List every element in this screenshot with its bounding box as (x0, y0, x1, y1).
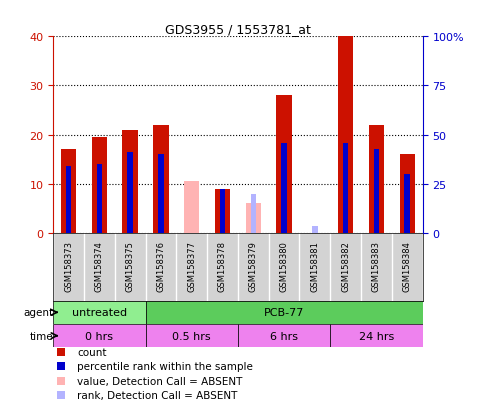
Bar (404, 175, 410, 233)
Text: GSM158376: GSM158376 (156, 240, 165, 291)
Bar (238, 325, 330, 347)
Text: 24 hrs: 24 hrs (359, 331, 394, 341)
Text: value, Detection Call = ABSENT: value, Detection Call = ABSENT (77, 376, 242, 386)
Bar (122, 131, 138, 233)
Bar (66, 167, 71, 233)
Text: 6 hrs: 6 hrs (270, 331, 298, 341)
Text: agent: agent (24, 308, 54, 318)
Text: GSM158380: GSM158380 (280, 240, 288, 291)
Bar (97, 165, 102, 233)
Text: rank, Detection Call = ABSENT: rank, Detection Call = ABSENT (77, 390, 238, 400)
Text: GSM158382: GSM158382 (341, 240, 350, 291)
Bar (245, 204, 261, 233)
Bar (158, 155, 164, 233)
Text: PCB-77: PCB-77 (264, 308, 304, 318)
Text: GSM158378: GSM158378 (218, 240, 227, 291)
Bar (153, 126, 169, 233)
Bar (53, 325, 145, 347)
Text: percentile rank within the sample: percentile rank within the sample (77, 361, 253, 372)
Text: 0.5 hrs: 0.5 hrs (172, 331, 211, 341)
Bar (281, 143, 287, 233)
Bar (184, 182, 199, 233)
Bar (215, 189, 230, 233)
Bar (145, 325, 238, 347)
Text: GSM158383: GSM158383 (372, 240, 381, 291)
Text: GSM158377: GSM158377 (187, 240, 196, 291)
Bar (251, 194, 256, 233)
Bar (369, 126, 384, 233)
Bar (312, 227, 318, 233)
Title: GDS3955 / 1553781_at: GDS3955 / 1553781_at (165, 23, 311, 36)
Text: GSM158381: GSM158381 (311, 240, 319, 291)
Bar (276, 96, 292, 233)
Bar (399, 155, 415, 233)
Text: time: time (30, 331, 54, 341)
Bar (92, 138, 107, 233)
Bar (53, 301, 145, 324)
Bar (220, 189, 225, 233)
Bar (343, 143, 348, 233)
Text: 0 hrs: 0 hrs (85, 331, 114, 341)
Bar (374, 150, 379, 233)
Text: GSM158373: GSM158373 (64, 240, 73, 291)
Bar (61, 150, 76, 233)
Text: GSM158375: GSM158375 (126, 240, 135, 291)
Text: untreated: untreated (72, 308, 127, 318)
Text: count: count (77, 347, 107, 357)
Bar (330, 325, 423, 347)
Bar (128, 153, 133, 233)
Bar (338, 37, 354, 233)
Text: GSM158374: GSM158374 (95, 240, 104, 291)
Text: GSM158384: GSM158384 (403, 240, 412, 291)
Bar (145, 301, 423, 324)
Text: GSM158379: GSM158379 (249, 240, 258, 291)
